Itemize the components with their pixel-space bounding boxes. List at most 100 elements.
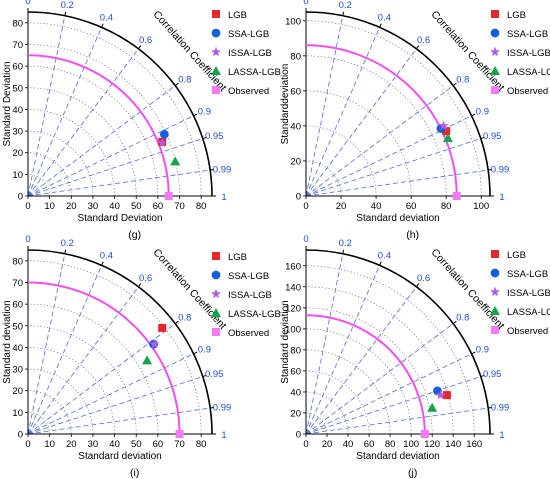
observed-reference-arc xyxy=(27,54,170,197)
std-grid-arc xyxy=(305,307,433,435)
legend-label: ISSA-LGB xyxy=(228,290,272,301)
y-tick-label: 20 xyxy=(290,408,301,419)
std-grid-arc xyxy=(305,286,454,435)
corr-grid-ray xyxy=(305,138,481,197)
y-tick-label: 50 xyxy=(12,321,23,332)
data-point xyxy=(158,323,167,332)
x-tick-label: 60 xyxy=(406,201,417,212)
data-point xyxy=(175,430,184,438)
y-tick-label: 80 xyxy=(290,51,301,62)
x-tick-label: 20 xyxy=(66,201,77,212)
corr-grid-ray xyxy=(305,286,417,435)
legend-label: ISSA-LGB xyxy=(507,288,550,299)
legend-marker xyxy=(490,46,500,57)
legend-label: LASSA-LGB xyxy=(507,307,550,318)
corr-tick-label: 0.6 xyxy=(417,35,430,46)
corr-grid-ray xyxy=(27,253,66,435)
y-tick-label: 0 xyxy=(296,192,301,203)
legend-label: LASSA-LGB xyxy=(228,309,281,320)
data-point xyxy=(442,133,453,143)
y-tick-label: 30 xyxy=(12,127,23,138)
data-point xyxy=(142,355,153,365)
x-tick-label: 50 xyxy=(131,201,142,212)
x-tick-label: 40 xyxy=(343,439,354,450)
data-point xyxy=(170,156,181,166)
corr-grid-ray xyxy=(27,115,194,197)
legend-label: Observed xyxy=(507,326,548,337)
y-tick-label: 40 xyxy=(290,121,301,132)
y-tick-label: 50 xyxy=(12,83,23,94)
corr-tick-label: 0.9 xyxy=(476,107,489,118)
taylor-panel: 0 0.20.40.60.80.90.950.991001010202030304… xyxy=(2,234,281,479)
corr-grid-ray xyxy=(305,253,344,435)
x-axis-title: Standard deviation xyxy=(78,451,161,462)
legend-marker xyxy=(491,86,499,94)
std-grid-arc xyxy=(305,391,349,435)
legend-marker xyxy=(491,250,499,258)
corr-grid-ray xyxy=(305,353,472,435)
x-tick-label: 80 xyxy=(441,201,452,212)
panel-label: (h) xyxy=(406,229,419,241)
corr-tick-label: 0.95 xyxy=(483,369,502,380)
panel-label: (g) xyxy=(128,229,141,241)
corr-grid-ray xyxy=(305,323,454,435)
corr-tick-label: 0.99 xyxy=(213,164,232,175)
y-tick-label: 140 xyxy=(285,282,301,293)
corr-tick-label: 1 xyxy=(221,192,226,203)
y-tick-label: 0 xyxy=(18,192,23,203)
data-point xyxy=(159,129,169,139)
y-tick-label: 40 xyxy=(290,387,301,398)
corr-grid-ray xyxy=(305,265,380,435)
corr-grid-ray xyxy=(305,407,489,435)
y-tick-label: 80 xyxy=(290,345,301,356)
std-grid-arc xyxy=(27,87,137,197)
legend-marker xyxy=(490,28,500,38)
taylor-panel: 0 0.20.40.60.80.90.950.991001010202030304… xyxy=(2,0,281,241)
corr-grid-ray xyxy=(27,265,102,435)
x-tick-label: 30 xyxy=(88,201,99,212)
legend-label: LGB xyxy=(507,250,526,261)
corr-tick-label: 0.9 xyxy=(476,345,489,356)
corr-tick-label: 0.2 xyxy=(61,238,74,249)
corr-grid-ray xyxy=(305,169,489,197)
data-point xyxy=(452,192,461,200)
y-tick-label: 70 xyxy=(12,278,23,289)
y-tick-label: 80 xyxy=(12,256,23,267)
corr-grid-ray xyxy=(27,138,203,197)
std-grid-arc xyxy=(27,368,94,435)
corr-grid-ray xyxy=(27,169,211,197)
std-grid-arc xyxy=(27,325,137,435)
legend-marker xyxy=(490,66,500,75)
legend-marker xyxy=(490,306,500,315)
x-tick-label: 160 xyxy=(466,439,482,450)
observed-reference-arc xyxy=(27,281,181,435)
corr-tick-label: 0.9 xyxy=(198,345,211,356)
std-grid-arc xyxy=(27,152,72,197)
y-axis-title: Standarddeviation xyxy=(280,64,291,145)
corr-tick-label: 0 xyxy=(303,0,308,7)
std-grid-arc xyxy=(27,65,159,197)
outer-arc xyxy=(27,249,213,435)
std-grid-arc xyxy=(27,303,159,435)
legend-label: LASSA-LGB xyxy=(507,67,550,78)
x-tick-label: 20 xyxy=(322,439,333,450)
x-tick-label: 0 xyxy=(303,201,308,212)
corr-grid-ray xyxy=(27,85,176,197)
corr-grid-ray xyxy=(305,27,380,197)
x-tick-label: 40 xyxy=(371,201,382,212)
x-tick-label: 60 xyxy=(364,439,375,450)
corr-tick-label: 0.95 xyxy=(205,131,224,142)
x-tick-label: 50 xyxy=(131,439,142,450)
legend-label: LGB xyxy=(507,10,526,21)
y-tick-label: 100 xyxy=(285,324,301,335)
legend-marker xyxy=(212,252,220,260)
corr-tick-label: 1 xyxy=(499,192,504,203)
y-tick-label: 20 xyxy=(12,386,23,397)
corr-tick-label: 0.4 xyxy=(100,12,113,23)
legend-marker xyxy=(211,46,221,57)
x-tick-label: 20 xyxy=(336,201,347,212)
y-tick-label: 30 xyxy=(12,365,23,376)
corr-tick-label: 0.2 xyxy=(339,238,352,249)
y-tick-label: 60 xyxy=(12,300,23,311)
